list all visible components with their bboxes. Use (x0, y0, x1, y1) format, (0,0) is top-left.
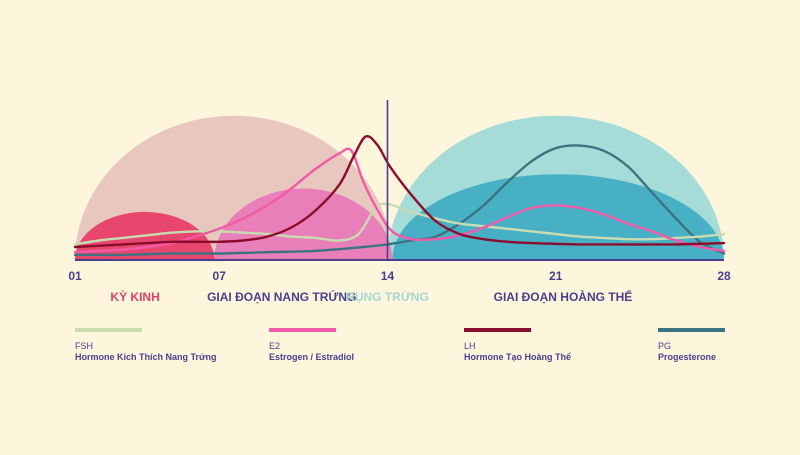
tick-label-28: 28 (717, 269, 731, 283)
series-line-lh (73, 135, 726, 249)
legend-code: LH (464, 341, 476, 351)
legend-swatch (269, 328, 336, 332)
series-line-e2 (73, 147, 726, 254)
phase-label-3: GIAI ĐOẠN HOÀNG THỂ (494, 289, 633, 304)
legend-code: PG (658, 341, 671, 351)
phase-label-1: GIAI ĐOẠN NANG TRỨNG (207, 289, 356, 304)
tick-label-21: 21 (549, 269, 563, 283)
phase-label-2: RỤNG TRỨNG (346, 289, 429, 304)
legend-name: Hormone Kích Thích Nang Trứng (75, 352, 217, 362)
x-axis: 01 07 14 21 28 (68, 100, 731, 283)
legend-name: Hormone Tạo Hoàng Thể (464, 352, 571, 362)
tick-label-14: 14 (381, 269, 395, 283)
legend-code: E2 (269, 341, 280, 351)
legend-code: FSH (75, 341, 93, 351)
legend-name: Progesterone (658, 352, 716, 362)
series-line-pg (73, 144, 726, 257)
tick-label-01: 01 (68, 269, 82, 283)
tick-label-07: 07 (213, 269, 227, 283)
legend-name: Estrogen / Estradiol (269, 352, 354, 362)
legend-swatch (658, 328, 725, 332)
legend-swatch (75, 328, 142, 332)
phase-label-0: KỲ KINH (110, 289, 159, 304)
follicular-dome (214, 188, 393, 260)
legend-swatch (464, 328, 531, 332)
